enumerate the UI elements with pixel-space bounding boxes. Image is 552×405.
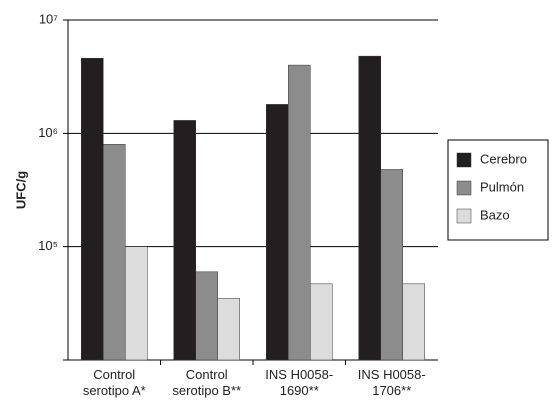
bar — [266, 104, 289, 361]
x-tick-label: Control serotipo B** — [172, 367, 242, 398]
x-tick-label: INS H0058- 1706** — [357, 367, 426, 398]
legend-label: Bazo — [480, 207, 510, 222]
x-tick-label: INS H0058- 1690** — [265, 367, 334, 398]
bar — [81, 57, 104, 361]
y-tick-label: 10⁷ — [39, 11, 58, 26]
bar — [125, 246, 148, 361]
bar — [173, 120, 196, 361]
bar — [380, 169, 403, 361]
legend-swatch — [456, 180, 472, 196]
bar — [402, 283, 425, 361]
bar — [103, 144, 126, 361]
legend-label: Cerebro — [480, 151, 527, 166]
bar — [358, 55, 381, 361]
bar — [310, 283, 333, 361]
y-tick-label: 10⁶ — [38, 125, 58, 140]
bar — [288, 64, 311, 361]
y-axis-label: UFC/g — [13, 171, 28, 209]
bar — [217, 298, 240, 361]
legend-swatch — [456, 152, 472, 168]
y-tick-label: 10⁵ — [38, 238, 58, 253]
legend-swatch — [456, 208, 472, 224]
bar — [195, 271, 218, 361]
x-tick-label: Control serotipo A* — [82, 367, 146, 398]
legend-label: Pulmón — [480, 179, 524, 194]
